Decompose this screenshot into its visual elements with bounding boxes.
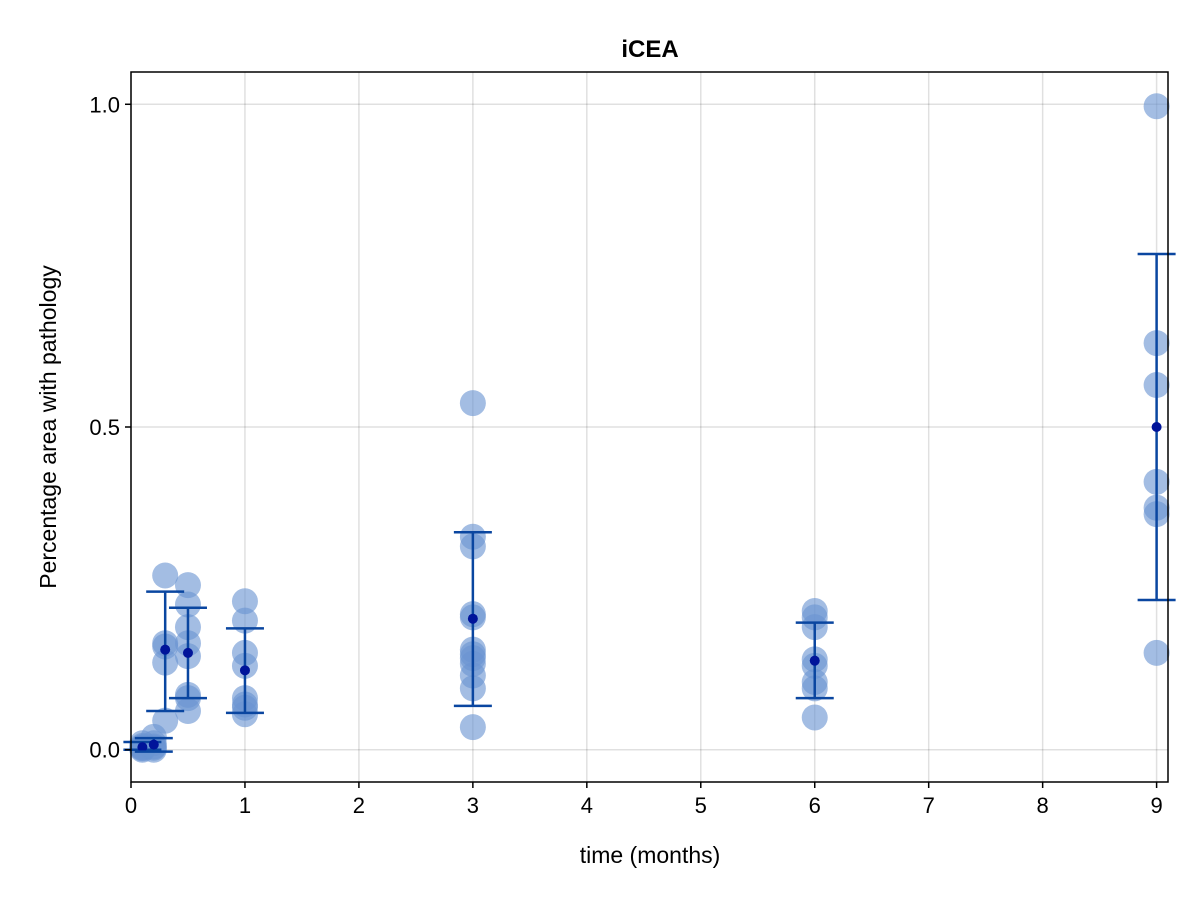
mean-point <box>467 613 478 624</box>
y-tick-label: 0.0 <box>89 738 120 763</box>
data-point <box>231 701 258 728</box>
axis-ticks: 0 1 2 3 4 5 6 7 8 9 0.0 0.5 1.0 <box>89 92 1162 818</box>
x-tick-label: 3 <box>467 793 479 818</box>
mean-point <box>137 742 148 753</box>
data-point <box>801 704 828 731</box>
x-tick-label: 1 <box>239 793 251 818</box>
x-tick-label: 0 <box>125 793 137 818</box>
x-axis-label: time (months) <box>580 842 721 868</box>
data-point <box>174 698 201 724</box>
data-point <box>231 588 258 615</box>
x-tick-label: 9 <box>1150 793 1162 818</box>
x-tick-label: 2 <box>353 793 365 818</box>
mean-point <box>239 665 250 676</box>
chart-title: iCEA <box>621 36 678 63</box>
x-tick-label: 7 <box>923 793 935 818</box>
data-point <box>1143 93 1170 120</box>
y-tick-label: 1.0 <box>89 92 120 117</box>
data-point <box>459 390 486 417</box>
y-axis-label: Percentage area with pathology <box>35 265 61 589</box>
data-point <box>152 707 179 734</box>
mean-point <box>182 647 193 658</box>
mean-point <box>148 739 159 750</box>
x-tick-label: 6 <box>809 793 821 818</box>
x-tick-label: 5 <box>695 793 707 818</box>
data-point <box>459 714 486 741</box>
data-point <box>174 591 201 618</box>
mean-point <box>160 644 171 655</box>
mean-point <box>1151 422 1162 432</box>
x-tick-label: 4 <box>581 793 593 818</box>
x-tick-label: 8 <box>1037 793 1049 818</box>
data-point <box>152 562 179 589</box>
plot-data <box>123 93 1176 763</box>
data-point <box>1143 639 1170 666</box>
y-tick-label: 0.5 <box>89 415 120 440</box>
mean-point <box>809 655 820 666</box>
grid <box>130 72 1168 782</box>
